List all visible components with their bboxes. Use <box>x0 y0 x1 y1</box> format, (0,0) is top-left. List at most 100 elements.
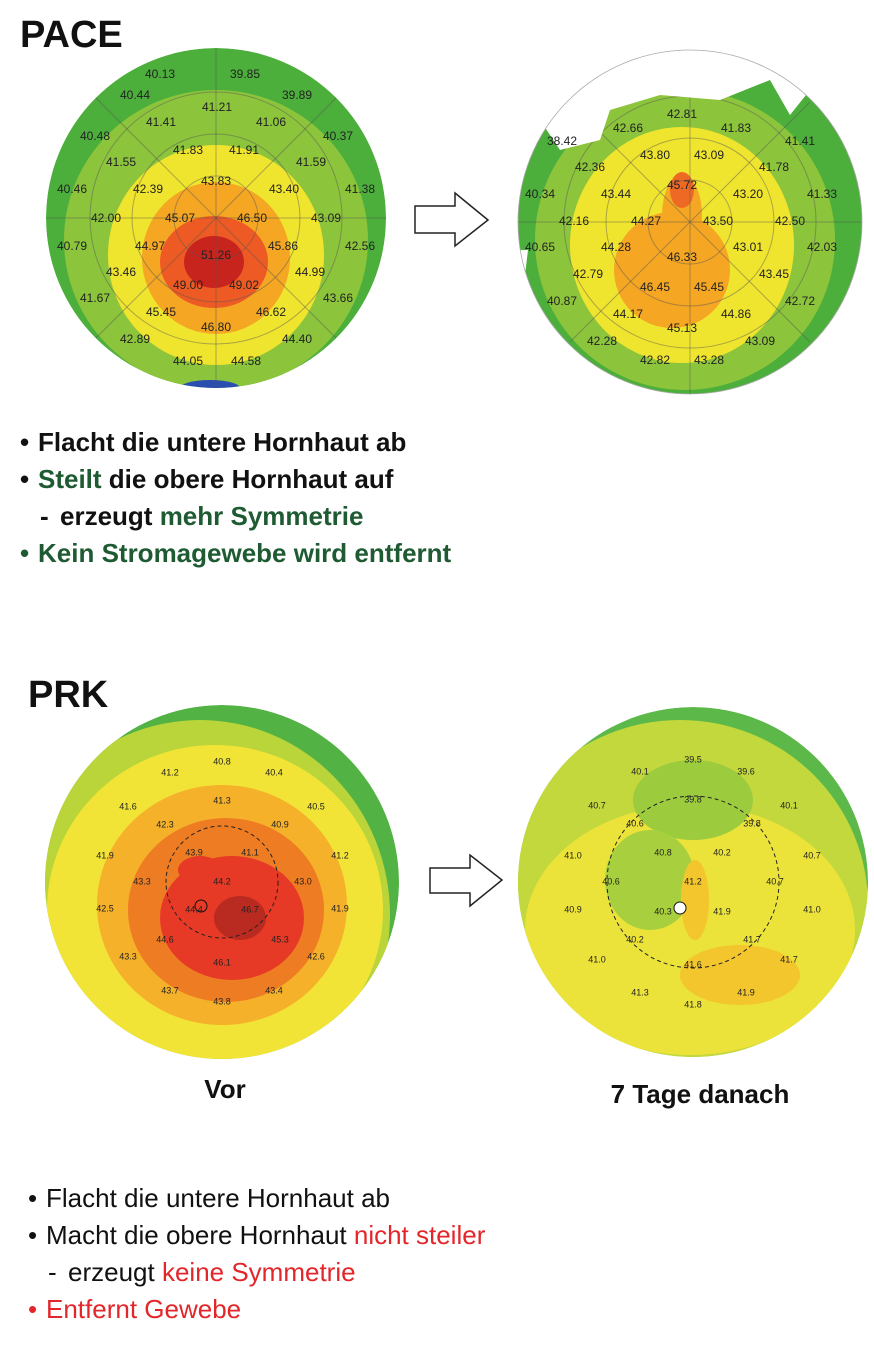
map-value: 42.3 <box>156 819 174 829</box>
map-value: 41.41 <box>146 115 176 129</box>
map-value: 41.9 <box>737 987 755 997</box>
map-value: 46.45 <box>640 280 670 294</box>
bullet-item: erzeugt mehr Symmetrie <box>40 498 451 535</box>
map-value: 40.9 <box>564 904 582 914</box>
bullet-text: keine Symmetrie <box>161 1257 356 1287</box>
map-caption: 7 Tage danach <box>610 1079 790 1109</box>
map-value: 44.99 <box>295 265 325 279</box>
map-value: 43.7 <box>161 985 179 995</box>
map-value: 39.89 <box>282 88 312 102</box>
map-value: 39.5 <box>684 754 702 764</box>
map-value: 43.44 <box>601 187 631 201</box>
map-value: 45.07 <box>165 211 195 225</box>
topography-map <box>46 48 386 388</box>
bullet-item: Entfernt Gewebe <box>28 1291 485 1328</box>
map-value: 40.44 <box>120 88 150 102</box>
map-value: 40.13 <box>145 67 175 81</box>
map-value: 40.65 <box>525 240 555 254</box>
map-value: 40.7 <box>766 876 784 886</box>
map-value: 42.00 <box>91 211 121 225</box>
map-value: 40.8 <box>654 847 672 857</box>
map-value: 43.80 <box>640 148 670 162</box>
map-value: 40.87 <box>547 294 577 308</box>
map-value: 46.33 <box>667 250 697 264</box>
map-value: 49.00 <box>173 278 203 292</box>
map-value: 44.2 <box>213 876 231 886</box>
map-value: 41.2 <box>161 767 179 777</box>
map-value: 42.66 <box>613 121 643 135</box>
section-title: PACE <box>20 14 123 56</box>
map-value: 44.05 <box>173 354 203 368</box>
map-value: 41.0 <box>564 850 582 860</box>
map-value: 41.6 <box>684 959 702 969</box>
arrow <box>414 191 490 248</box>
bullet-text: erzeugt <box>68 1257 162 1287</box>
map-value: 45.72 <box>667 178 697 192</box>
map-value: 46.1 <box>213 957 231 967</box>
bullet-text: erzeugt <box>60 501 160 531</box>
bullet-item: Flacht die untere Hornhaut ab <box>28 1180 485 1217</box>
map-value: 43.9 <box>185 847 203 857</box>
map-value: 41.06 <box>256 115 286 129</box>
map-value: 41.38 <box>345 182 375 196</box>
map-value: 41.9 <box>331 903 349 913</box>
map-value: 42.03 <box>807 240 837 254</box>
bullet-item: Kein Stromagewebe wird entfernt <box>20 535 451 572</box>
topography-map <box>518 707 868 1057</box>
map-value: 40.1 <box>780 800 798 810</box>
topography-map <box>518 50 862 394</box>
map-value: 41.9 <box>713 906 731 916</box>
bullet-list: Flacht die untere Hornhaut ab Macht die o… <box>28 1180 485 1328</box>
map-value: 42.16 <box>559 214 589 228</box>
bullet-text: Macht die obere Hornhaut <box>46 1220 354 1250</box>
map-value: 40.2 <box>626 934 644 944</box>
map-value: 45.45 <box>146 305 176 319</box>
map-value: 41.8 <box>684 999 702 1009</box>
map-value: 41.2 <box>331 850 349 860</box>
map-value: 45.86 <box>268 239 298 253</box>
map-value: 41.3 <box>631 987 649 997</box>
map-value: 43.0 <box>294 876 312 886</box>
map-value: 49.02 <box>229 278 259 292</box>
map-value: 43.09 <box>311 211 341 225</box>
map-value: 43.09 <box>745 334 775 348</box>
map-value: 44.28 <box>601 240 631 254</box>
map-value: 41.2 <box>684 876 702 886</box>
map-value: 46.62 <box>256 305 286 319</box>
map-value: 44.86 <box>721 307 751 321</box>
map-value: 40.7 <box>588 800 606 810</box>
map-value: 46.50 <box>237 211 267 225</box>
map-value: 40.5 <box>307 801 325 811</box>
map-value: 42.81 <box>667 107 697 121</box>
arrow <box>429 853 504 908</box>
bullet-text: nicht steiler <box>353 1220 486 1250</box>
map-value: 42.82 <box>640 353 670 367</box>
map-value: 40.2 <box>713 847 731 857</box>
bullet-list: Flacht die untere Hornhaut ab Steilt die … <box>20 424 451 572</box>
map-value: 41.3 <box>213 795 231 805</box>
map-value: 41.9 <box>96 850 114 860</box>
topography-map <box>45 705 399 1059</box>
bullet-text: Flacht die untere Hornhaut ab <box>46 1183 390 1213</box>
map-caption: Vor <box>204 1074 246 1104</box>
map-value: 43.3 <box>133 876 151 886</box>
map-value: 41.83 <box>721 121 751 135</box>
map-value: 43.8 <box>213 996 231 1006</box>
map-value: 44.40 <box>282 332 312 346</box>
bullet-text: die obere Hornhaut auf <box>101 464 394 494</box>
map-value: 44.4 <box>185 904 203 914</box>
map-value: 40.37 <box>323 129 353 143</box>
map-value: 43.46 <box>106 265 136 279</box>
map-value: 41.33 <box>807 187 837 201</box>
map-value: 43.28 <box>694 353 724 367</box>
map-value: 40.8 <box>213 756 231 766</box>
map-value: 40.34 <box>525 187 555 201</box>
map-value: 40.79 <box>57 239 87 253</box>
map-value: 42.36 <box>575 160 605 174</box>
map-value: 41.0 <box>588 954 606 964</box>
map-value: 41.67 <box>80 291 110 305</box>
map-value: 40.1 <box>631 766 649 776</box>
map-value: 41.21 <box>202 100 232 114</box>
map-value: 41.83 <box>173 143 203 157</box>
